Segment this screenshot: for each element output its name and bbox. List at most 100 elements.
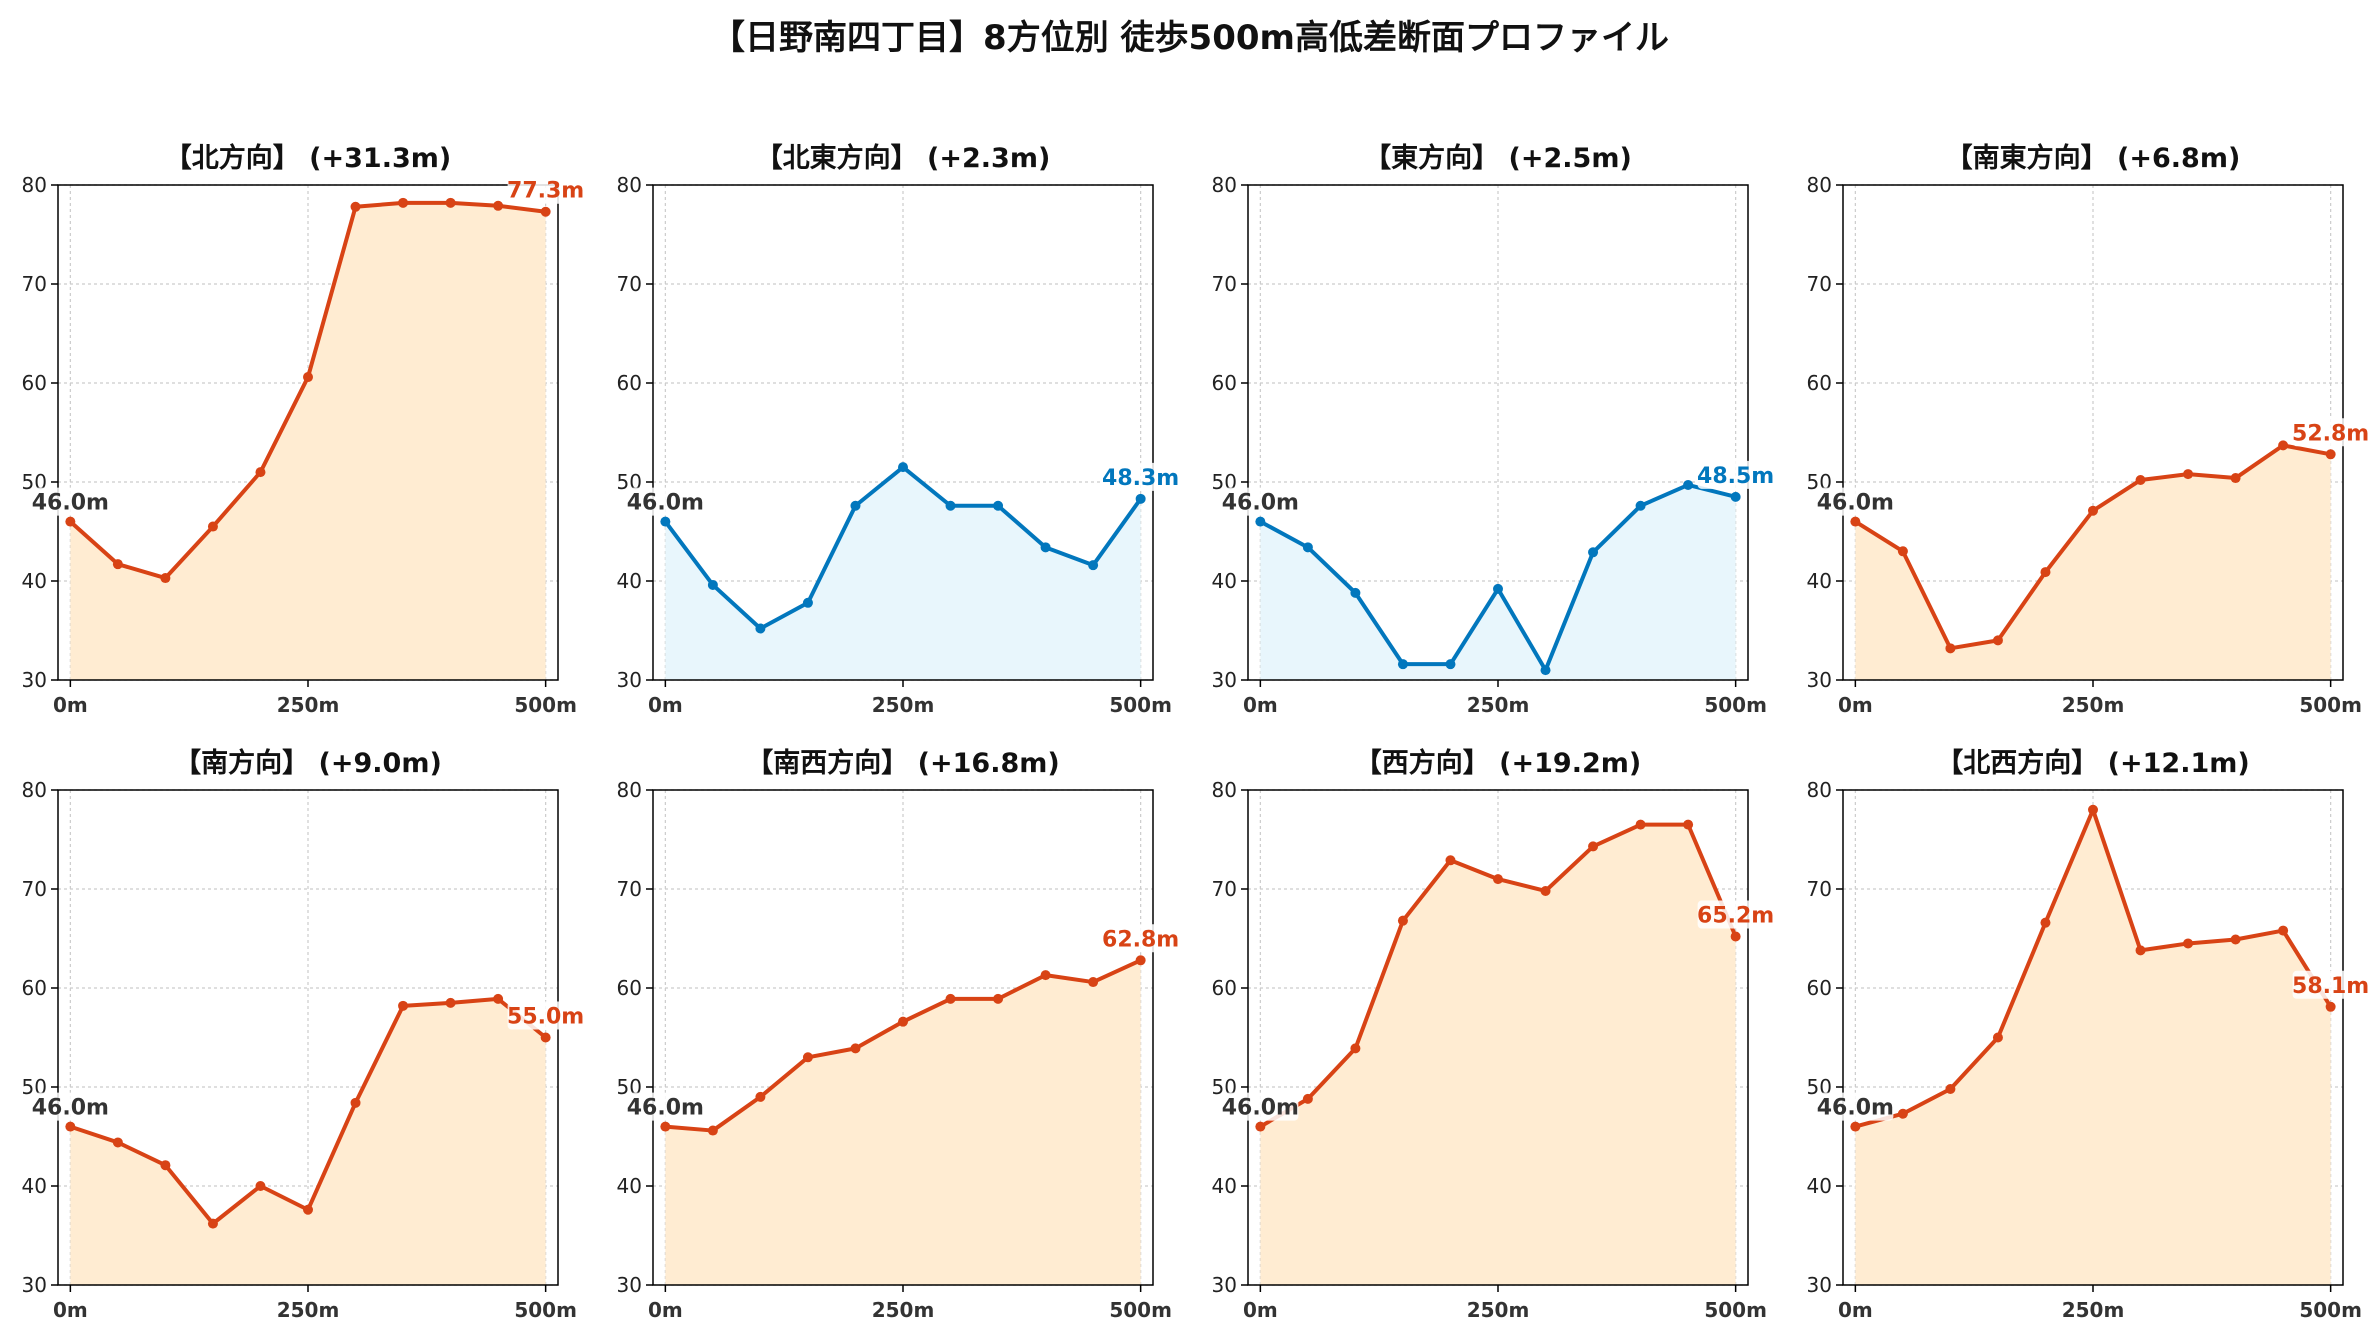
y-tick-label: 80: [1807, 173, 1832, 197]
end-label-bg: [2292, 970, 2369, 999]
y-tick-label: 60: [617, 976, 642, 1000]
y-tick-label: 80: [1807, 778, 1832, 802]
y-tick-label: 60: [22, 976, 47, 1000]
end-elevation-label: 58.1m: [2292, 974, 2369, 999]
y-tick-label: 40: [1807, 569, 1832, 593]
data-point: [755, 623, 766, 634]
panel-title: 【南西方向】 (+16.8m): [746, 747, 1059, 779]
x-tick-label: 500m: [2299, 1298, 2362, 1322]
y-tick-label: 70: [22, 877, 47, 901]
data-point: [2088, 505, 2098, 516]
elevation-area-fill: [1855, 445, 2331, 680]
panel-title: 【北西方向】 (+12.1m): [1936, 747, 2249, 779]
x-tick-label: 500m: [1109, 1298, 1172, 1322]
y-tick-label: 30: [22, 668, 47, 692]
data-point: [1683, 819, 1694, 830]
data-point: [2183, 938, 2194, 949]
elevation-area-fill: [70, 998, 546, 1285]
data-point: [1897, 1108, 1908, 1119]
elevation-area-fill: [1855, 809, 2331, 1285]
data-point: [303, 1204, 313, 1215]
x-tick-label: 500m: [1704, 693, 1767, 717]
y-tick-label: 70: [1807, 272, 1832, 296]
y-tick-label: 70: [1212, 877, 1237, 901]
data-point: [1992, 635, 2003, 646]
data-point: [350, 1097, 361, 1108]
y-tick-label: 70: [617, 272, 642, 296]
y-tick-label: 60: [1807, 976, 1832, 1000]
y-tick-label: 60: [1807, 371, 1832, 395]
y-tick-label: 40: [617, 569, 642, 593]
start-label-bg: [1817, 487, 1894, 516]
data-point: [1730, 931, 1741, 942]
data-point: [540, 206, 551, 217]
data-point: [1897, 546, 1908, 557]
start-elevation-label: 46.0m: [1817, 491, 1894, 516]
data-point: [445, 197, 456, 208]
end-label-bg: [507, 175, 584, 204]
end-elevation-label: 55.0m: [507, 1005, 584, 1030]
data-point: [1397, 915, 1408, 926]
data-point: [945, 500, 956, 511]
end-label-bg: [1697, 460, 1774, 489]
data-point: [1992, 1032, 2003, 1043]
y-tick-label: 30: [1212, 1273, 1237, 1297]
data-point: [1135, 955, 1146, 966]
y-tick-label: 40: [22, 569, 47, 593]
data-point: [2230, 473, 2241, 484]
y-tick-label: 80: [1212, 173, 1237, 197]
data-point: [945, 993, 956, 1004]
end-elevation-label: 77.3m: [507, 179, 584, 204]
start-label-bg: [1222, 1092, 1299, 1121]
data-point: [1493, 874, 1503, 885]
data-point: [1350, 587, 1361, 598]
data-point: [2230, 934, 2241, 945]
data-point: [2325, 1001, 2336, 1012]
data-point: [1255, 1121, 1266, 1132]
end-elevation-label: 65.2m: [1697, 904, 1774, 929]
end-label-bg: [2292, 418, 2369, 447]
data-point: [2135, 945, 2146, 956]
data-point: [1302, 542, 1313, 553]
data-point: [493, 993, 504, 1004]
x-tick-label: 0m: [1243, 693, 1278, 717]
data-point: [1088, 977, 1099, 988]
y-tick-label: 30: [22, 1273, 47, 1297]
data-point: [255, 1181, 266, 1191]
data-point: [540, 1032, 551, 1043]
x-tick-label: 250m: [1467, 1298, 1530, 1322]
data-point: [1588, 547, 1599, 558]
data-point: [2325, 449, 2336, 460]
y-tick-label: 60: [1212, 371, 1237, 395]
x-tick-label: 0m: [648, 693, 683, 717]
data-point: [993, 993, 1004, 1004]
start-elevation-label: 46.0m: [1222, 491, 1299, 516]
data-point: [493, 200, 504, 211]
data-point: [898, 1016, 908, 1027]
data-point: [2183, 469, 2194, 480]
panel-title: 【北東方向】 (+2.3m): [756, 142, 1051, 174]
data-point: [350, 201, 361, 212]
x-tick-label: 250m: [277, 1298, 340, 1322]
data-point: [850, 500, 861, 511]
data-point: [660, 1121, 671, 1132]
data-point: [1493, 583, 1503, 594]
data-point: [160, 1160, 171, 1171]
data-point: [707, 1125, 718, 1136]
x-tick-label: 500m: [514, 693, 577, 717]
start-label-bg: [627, 1092, 704, 1121]
y-tick-label: 80: [1212, 778, 1237, 802]
data-point: [1850, 516, 1861, 527]
data-point: [1945, 643, 1956, 654]
y-tick-label: 60: [22, 371, 47, 395]
data-point: [1135, 493, 1146, 504]
x-tick-label: 250m: [1467, 693, 1530, 717]
x-tick-label: 0m: [53, 693, 88, 717]
data-point: [993, 500, 1004, 511]
